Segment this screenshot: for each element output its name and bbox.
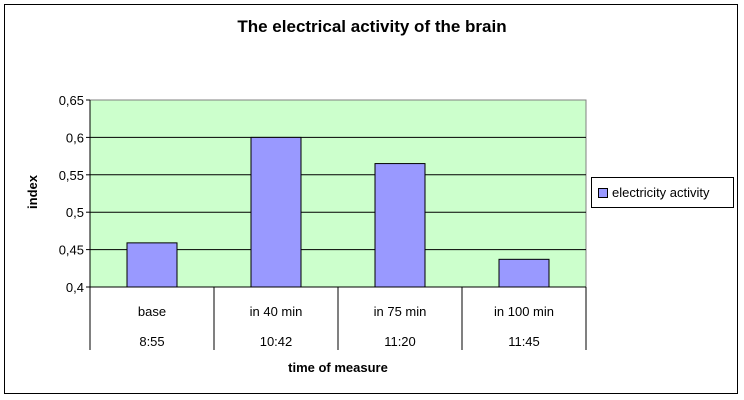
legend-label: electricity activity [612, 185, 710, 200]
bar [126, 242, 178, 288]
x-tick-label: base [138, 304, 166, 319]
y-tick-label: 0,4 [66, 280, 84, 295]
y-tick-label: 0,45 [59, 243, 84, 258]
x-tick-label: in 75 min [374, 304, 427, 319]
bar [374, 163, 426, 288]
y-tick-label: 0,5 [66, 205, 84, 220]
x-tick-time-label: 11:45 [508, 334, 540, 349]
legend: electricity activity [591, 177, 734, 208]
x-tick-label: in 40 min [250, 304, 303, 319]
y-tick-label: 0,6 [66, 130, 84, 145]
bar [250, 136, 302, 288]
y-tick-label: 0,55 [59, 168, 84, 183]
y-tick-label: 0,65 [59, 93, 84, 108]
x-tick-time-label: 10:42 [260, 334, 293, 349]
x-tick-time-label: 11:20 [384, 334, 416, 349]
x-tick-label: in 100 min [494, 304, 554, 319]
x-tick-time-label: 8:55 [139, 334, 164, 349]
chart-title: The electrical activity of the brain [237, 17, 507, 36]
x-axis-label: time of measure [288, 360, 388, 375]
legend-swatch [598, 187, 608, 198]
bar [498, 258, 550, 288]
